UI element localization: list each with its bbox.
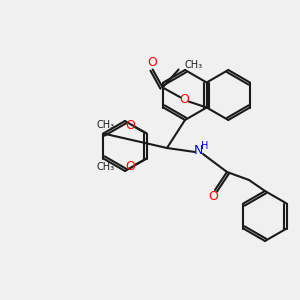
Text: O: O xyxy=(126,119,136,132)
Text: O: O xyxy=(208,190,218,203)
Text: O: O xyxy=(180,93,190,106)
Text: H: H xyxy=(201,141,209,151)
Text: CH₃: CH₃ xyxy=(185,61,203,70)
Text: N: N xyxy=(193,145,203,158)
Text: O: O xyxy=(126,160,136,173)
Text: CH₃: CH₃ xyxy=(97,121,115,130)
Text: O: O xyxy=(148,56,158,69)
Text: CH₃: CH₃ xyxy=(97,161,115,172)
